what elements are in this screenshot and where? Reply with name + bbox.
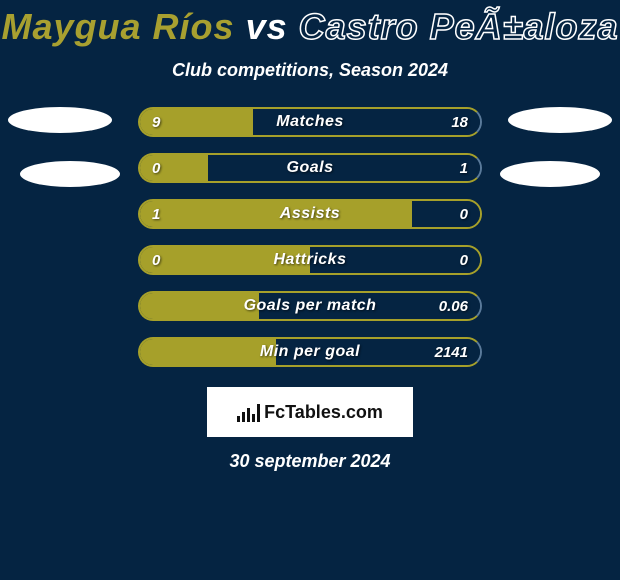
logo-bar-icon — [247, 408, 250, 422]
logo-bar-icon — [242, 412, 245, 422]
stat-label: Hattricks — [140, 247, 480, 273]
logo-bar-icon — [252, 414, 255, 422]
player2-avatar-bottom — [500, 161, 600, 187]
stat-label: Goals — [140, 155, 480, 181]
stat-row: 918Matches — [138, 107, 482, 137]
stat-row: 0.06Goals per match — [138, 291, 482, 321]
stat-label: Goals per match — [140, 293, 480, 319]
stat-row: 00Hattricks — [138, 245, 482, 275]
stat-row: 10Assists — [138, 199, 482, 229]
logo-bar-icon — [237, 416, 240, 422]
stat-label: Matches — [140, 109, 480, 135]
stat-row: 2141Min per goal — [138, 337, 482, 367]
vs-text: vs — [246, 6, 288, 47]
chart-area: 918Matches 01Goals 10Assists 00Hattricks 0.0… — [0, 107, 620, 367]
logo-bars-icon — [237, 402, 260, 422]
subtitle: Club competitions, Season 2024 — [0, 60, 620, 81]
player1-name: Maygua Ríos — [2, 6, 235, 47]
logo-bar-icon — [257, 404, 260, 422]
comparison-title: Maygua Ríos vs Castro PeÃ±aloza — [0, 0, 620, 48]
stat-label: Min per goal — [140, 339, 480, 365]
player1-avatar-top — [8, 107, 112, 133]
player1-avatar-bottom — [20, 161, 120, 187]
date-text: 30 september 2024 — [0, 451, 620, 472]
player2-avatar-top — [508, 107, 612, 133]
logo-box: FcTables.com — [207, 387, 413, 437]
player2-name: Castro PeÃ±aloza — [299, 6, 619, 47]
stat-bars: 918Matches 01Goals 10Assists 00Hattricks 0.0… — [138, 107, 482, 367]
stat-label: Assists — [140, 201, 480, 227]
stat-row: 01Goals — [138, 153, 482, 183]
logo-text: FcTables.com — [264, 402, 383, 423]
